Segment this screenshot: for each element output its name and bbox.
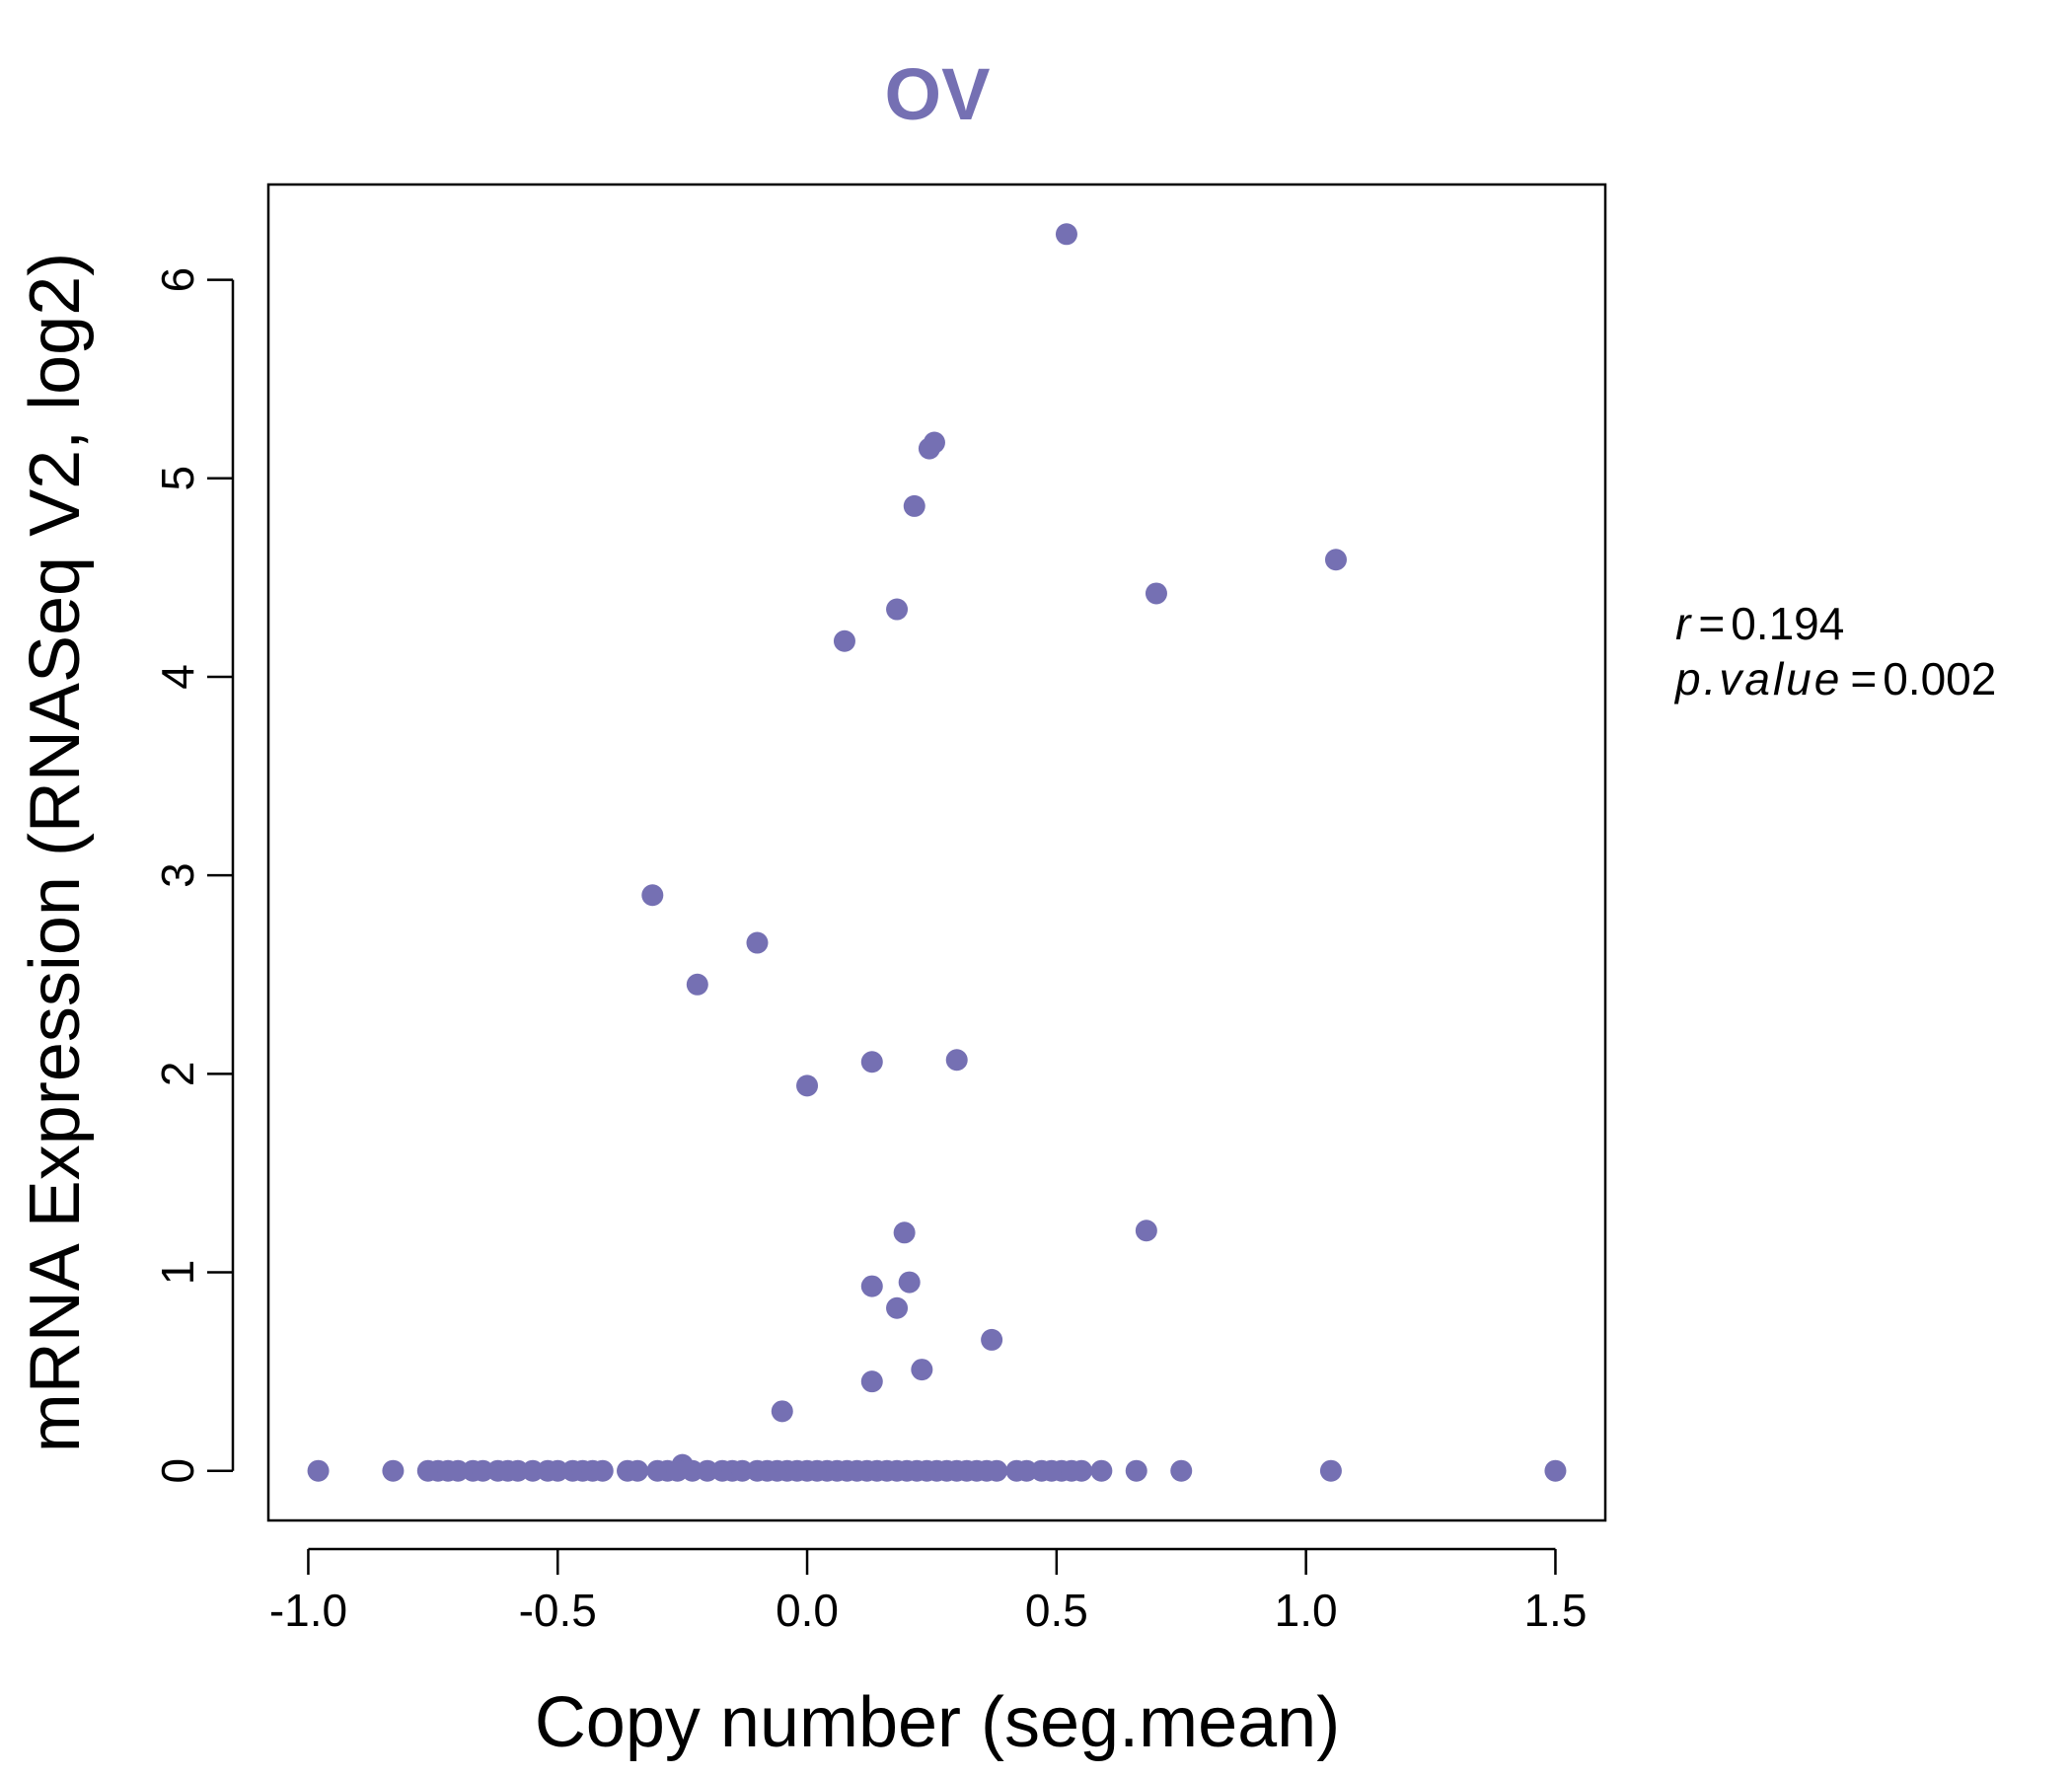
- data-point: [307, 1459, 330, 1482]
- data-point: [731, 1459, 754, 1482]
- data-point: [521, 1459, 544, 1482]
- data-point: [696, 1459, 718, 1482]
- data-point: [472, 1459, 494, 1482]
- data-point: [746, 931, 769, 954]
- pvalue-annotation: p.value = 0.002: [1673, 653, 1996, 704]
- p-value: 0.002: [1883, 653, 1996, 704]
- p-symbol: p.value: [1673, 653, 1842, 704]
- chart-title: OV: [885, 53, 991, 135]
- data-point: [1145, 582, 1167, 605]
- data-point: [1015, 1459, 1038, 1482]
- y-tick-label: 2: [152, 1062, 203, 1087]
- data-point: [591, 1459, 614, 1482]
- data-point: [681, 1459, 703, 1482]
- y-axis: 0 1 2 3 4 5 6: [152, 267, 235, 1484]
- data-point: [918, 437, 940, 460]
- data-point: [641, 884, 664, 907]
- y-tick-label: 0: [152, 1458, 203, 1484]
- data-point: [833, 629, 855, 652]
- x-tick-label: 0.0: [776, 1585, 839, 1636]
- data-point: [898, 1271, 921, 1294]
- x-axis: -1.0 -0.5 0.0 0.5 1.0 1.5: [269, 1547, 1587, 1636]
- data-point: [1324, 549, 1347, 571]
- data-point: [1544, 1459, 1567, 1482]
- data-point: [1090, 1459, 1113, 1482]
- y-tick-label: 3: [152, 862, 203, 888]
- data-point: [886, 1296, 909, 1319]
- data-point: [886, 598, 909, 621]
- r-value: 0.194: [1731, 598, 1844, 649]
- r-equals: =: [1698, 598, 1725, 649]
- data-point: [666, 1459, 689, 1482]
- data-point: [796, 1074, 819, 1097]
- data-point: [1125, 1459, 1147, 1482]
- data-point: [981, 1328, 1003, 1351]
- y-tick-label: 1: [152, 1260, 203, 1286]
- data-point: [986, 1459, 1008, 1482]
- data-point: [506, 1459, 529, 1482]
- data-point: [903, 494, 925, 517]
- data-point: [382, 1459, 405, 1482]
- r-symbol: r: [1675, 598, 1692, 649]
- data-point: [1170, 1459, 1193, 1482]
- data-point: [1071, 1459, 1093, 1482]
- x-tick-label: -1.0: [269, 1585, 347, 1636]
- data-point: [860, 1275, 883, 1297]
- p-equals: =: [1850, 653, 1877, 704]
- data-point: [771, 1400, 793, 1423]
- y-tick-label: 4: [152, 664, 203, 690]
- data-point: [1055, 223, 1077, 246]
- x-tick-label: -0.5: [519, 1585, 597, 1636]
- x-tick-label: 1.0: [1275, 1585, 1338, 1636]
- data-point: [893, 1221, 916, 1244]
- y-tick-label: 5: [152, 466, 203, 491]
- data-point: [860, 1051, 883, 1073]
- data-point: [447, 1459, 470, 1482]
- data-point: [627, 1459, 649, 1482]
- plot-frame: [266, 183, 1607, 1522]
- x-axis-label: Copy number (seg.mean): [535, 1683, 1340, 1762]
- data-point: [686, 973, 708, 996]
- x-tick-label: 0.5: [1025, 1585, 1088, 1636]
- data-point: [1135, 1220, 1157, 1242]
- y-tick-label: 6: [152, 267, 203, 293]
- data-point: [945, 1049, 968, 1072]
- data-points: [307, 223, 1567, 1482]
- y-axis-label: mRNA Expression (RNASeq V2, log2): [16, 253, 95, 1452]
- data-point: [1319, 1459, 1342, 1482]
- data-point: [860, 1370, 883, 1393]
- data-point: [547, 1459, 569, 1482]
- x-tick-label: 1.5: [1523, 1585, 1587, 1636]
- data-point: [911, 1359, 933, 1381]
- correlation-annotation: r = 0.194: [1675, 598, 1844, 649]
